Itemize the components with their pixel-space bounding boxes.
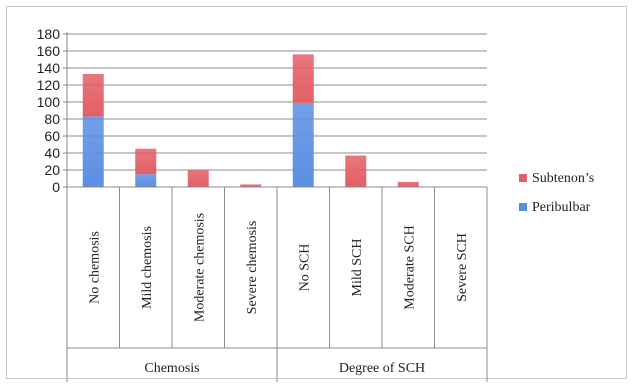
legend-label-peribulbar: Peribulbar <box>532 200 591 215</box>
y-tick-label: 80 <box>44 111 60 127</box>
y-tick-label: 180 <box>37 26 61 42</box>
y-tick-label: 160 <box>37 43 61 59</box>
bar-subtenon-s-no-sch <box>292 54 314 103</box>
x-category-label: No chemosis <box>87 231 102 304</box>
x-category-label: No SCH <box>297 244 312 292</box>
y-tick-label: 0 <box>52 179 60 195</box>
x-category-label: Mild SCH <box>350 239 365 297</box>
bars <box>82 54 419 187</box>
gridlines <box>67 33 487 171</box>
bar-subtenon-s-moderate-chemosis <box>187 170 209 187</box>
bar-peribulbar-no-chemosis <box>82 116 104 187</box>
x-axis-labels: No chemosis Mild chemosis Moderate chemosi… <box>87 213 470 376</box>
y-tick-label: 120 <box>37 77 61 93</box>
bar-subtenon-s-moderate-sch <box>397 181 419 187</box>
legend-swatch-subtenon-s <box>519 174 527 182</box>
x-category-label: Severe chemosis <box>245 221 260 315</box>
bar-subtenon-s-mild-chemosis <box>135 148 157 175</box>
legend-swatch-peribulbar <box>519 203 527 211</box>
bar-peribulbar-mild-chemosis <box>135 174 157 187</box>
bar-subtenon-s-severe-chemosis <box>240 184 262 187</box>
bar-subtenon-s-no-chemosis <box>82 73 104 117</box>
x-category-label: Moderate chemosis <box>192 213 207 322</box>
bar-subtenon-s-mild-sch <box>345 155 367 187</box>
legend: Subtenon’s Peribulbar <box>519 171 594 215</box>
y-tick-label: 40 <box>44 145 60 161</box>
x-category-label: Moderate SCH <box>402 225 417 309</box>
y-tick-label: 20 <box>44 162 60 178</box>
x-category-label: Mild chemosis <box>140 226 155 309</box>
y-tick-label: 140 <box>37 60 61 76</box>
y-tick-label: 60 <box>44 128 60 144</box>
x-category-label: Severe SCH <box>455 233 470 302</box>
x-group-label: Degree of SCH <box>339 361 425 376</box>
x-group-label: Chemosis <box>144 361 199 376</box>
bar-peribulbar-no-sch <box>292 102 314 187</box>
legend-label-subtenon-s: Subtenon’s <box>532 171 594 186</box>
y-tick-label: 100 <box>37 94 61 110</box>
axes <box>66 32 488 382</box>
